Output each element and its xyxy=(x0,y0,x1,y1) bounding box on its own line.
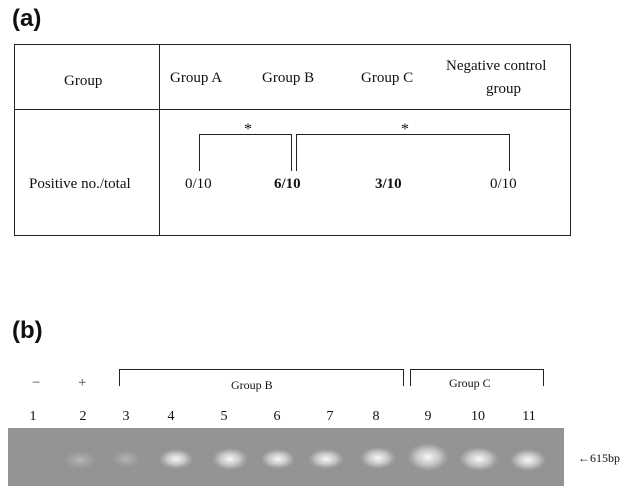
lane-number: 8 xyxy=(372,409,380,424)
lane-number: 4 xyxy=(167,409,175,424)
gel-band-lane-8 xyxy=(360,447,396,469)
header-group-a: Group A xyxy=(170,70,223,86)
group-b-bracket xyxy=(119,369,404,386)
table-column-divider xyxy=(159,44,160,236)
lane-number: 2 xyxy=(79,409,87,424)
results-table xyxy=(14,44,571,236)
significance-bracket-bneg xyxy=(296,134,510,171)
gel-band-lane-9 xyxy=(407,443,449,471)
lane-number: 10 xyxy=(471,409,485,424)
positive-control-sign: + xyxy=(78,375,87,391)
table-row-divider xyxy=(14,109,571,110)
group-b-label: Group B xyxy=(231,378,273,392)
gel-image xyxy=(8,428,564,486)
value-group-c: 3/10 xyxy=(375,176,402,192)
lane-number: 5 xyxy=(220,409,228,424)
group-c-bracket xyxy=(410,369,544,386)
lane-number: 11 xyxy=(522,409,536,424)
row-label: Positive no./total xyxy=(29,176,131,192)
gel-band-lane-3 xyxy=(112,450,140,468)
header-neg-ctrl-line2: group xyxy=(486,81,521,97)
gel-band-lane-5 xyxy=(212,448,248,470)
value-group-b: 6/10 xyxy=(274,176,301,192)
gel-band-lane-6 xyxy=(261,449,295,469)
panel-b-label: (b) xyxy=(12,317,43,344)
header-group-b: Group B xyxy=(262,70,315,86)
gel-band-lane-10 xyxy=(459,447,499,471)
header-group: Group xyxy=(64,73,103,89)
gel-band-lane-4 xyxy=(159,449,193,469)
panel-a-label: (a) xyxy=(12,5,42,32)
header-neg-ctrl-line1: Negative control xyxy=(446,58,547,74)
gel-band-lane-2 xyxy=(63,451,97,469)
significance-star-1: * xyxy=(244,121,252,138)
negative-control-sign: − xyxy=(32,375,41,391)
value-group-a: 0/10 xyxy=(185,176,212,192)
gel-band-lane-11 xyxy=(510,449,546,471)
significance-star-2: * xyxy=(401,121,409,138)
value-neg-ctrl: 0/10 xyxy=(490,176,517,192)
lane-number: 9 xyxy=(424,409,432,424)
lane-number: 3 xyxy=(122,409,130,424)
group-c-label: Group C xyxy=(449,376,491,390)
lane-number: 6 xyxy=(273,409,281,424)
significance-bracket-ab xyxy=(199,134,292,171)
band-size-marker: ←615bp xyxy=(578,451,620,465)
header-group-c: Group C xyxy=(361,70,414,86)
lane-number: 1 xyxy=(29,409,37,424)
lane-number: 7 xyxy=(326,409,334,424)
gel-band-lane-7 xyxy=(308,449,344,469)
